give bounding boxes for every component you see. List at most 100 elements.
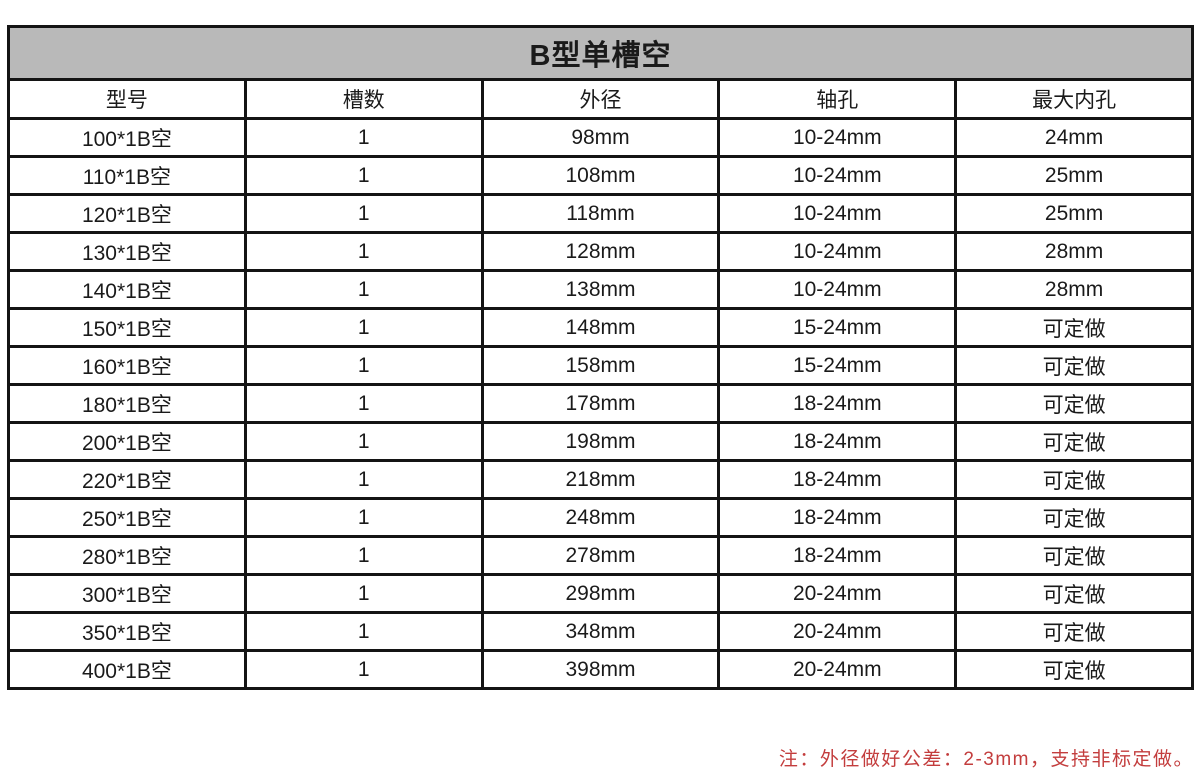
table-row: 160*1B空 1 158mm 15-24mm 可定做 [7,345,1194,386]
table-cell: 可定做 [954,345,1194,386]
table-cell: 18-24mm [717,459,958,500]
table-cell: 98mm [480,117,721,158]
table-row: 120*1B空 1 118mm 10-24mm 25mm [7,193,1194,234]
table-cell: 148mm [480,307,721,348]
table-cell: 18-24mm [717,383,958,424]
table-row: 220*1B空 1 218mm 18-24mm 可定做 [7,459,1194,500]
table-cell: 10-24mm [717,117,958,158]
table-cell: 可定做 [954,421,1194,462]
table-row: 110*1B空 1 108mm 10-24mm 25mm [7,155,1194,196]
table-cell: 可定做 [954,649,1194,690]
column-header-outer-dia: 外径 [480,78,721,120]
table-cell: 160*1B空 [7,345,247,386]
table-cell: 1 [243,117,484,158]
table-cell: 220*1B空 [7,459,247,500]
table-cell: 可定做 [954,611,1194,652]
table-cell: 1 [243,193,484,234]
table-cell: 20-24mm [717,649,958,690]
table-cell: 398mm [480,649,721,690]
table-cell: 218mm [480,459,721,500]
table-cell: 10-24mm [717,193,958,234]
table-cell: 1 [243,345,484,386]
table-row: 180*1B空 1 178mm 18-24mm 可定做 [7,383,1194,424]
table-cell: 200*1B空 [7,421,247,462]
table-row: 150*1B空 1 148mm 15-24mm 可定做 [7,307,1194,348]
column-header-max-bore: 最大内孔 [954,78,1194,120]
table-cell: 180*1B空 [7,383,247,424]
table-cell: 118mm [480,193,721,234]
table-cell: 25mm [954,193,1194,234]
table-cell: 108mm [480,155,721,196]
table-cell: 28mm [954,269,1194,310]
table-cell: 15-24mm [717,307,958,348]
footer-note: 注：外径做好公差：2-3mm，支持非标定做。 [778,749,1194,770]
table-cell: 可定做 [954,383,1194,424]
table-cell: 1 [243,231,484,272]
table-cell: 可定做 [954,307,1194,348]
table-cell: 20-24mm [717,611,958,652]
table-cell: 350*1B空 [7,611,247,652]
table-cell: 280*1B空 [7,535,247,576]
table-cell: 1 [243,573,484,614]
table-row: 100*1B空 1 98mm 10-24mm 24mm [7,117,1194,158]
table-cell: 130*1B空 [7,231,247,272]
table-cell: 138mm [480,269,721,310]
table-title: B型单槽空 [7,25,1194,81]
table-cell: 300*1B空 [7,573,247,614]
table-cell: 25mm [954,155,1194,196]
table-cell: 150*1B空 [7,307,247,348]
table-cell: 178mm [480,383,721,424]
column-header-shaft-hole: 轴孔 [717,78,958,120]
table-row: 250*1B空 1 248mm 18-24mm 可定做 [7,497,1194,538]
table-row: 130*1B空 1 128mm 10-24mm 28mm [7,231,1194,272]
table-cell: 158mm [480,345,721,386]
header-row: 型号 槽数 外径 轴孔 最大内孔 [7,78,1194,120]
table-row: 300*1B空 1 298mm 20-24mm 可定做 [7,573,1194,614]
column-header-model: 型号 [7,78,247,120]
table-cell: 198mm [480,421,721,462]
table-cell: 10-24mm [717,269,958,310]
table-cell: 24mm [954,117,1194,158]
table-cell: 28mm [954,231,1194,272]
table-cell: 15-24mm [717,345,958,386]
table-cell: 348mm [480,611,721,652]
table-cell: 1 [243,649,484,690]
table-cell: 1 [243,155,484,196]
title-row: B型单槽空 [7,25,1194,81]
table-cell: 128mm [480,231,721,272]
table-cell: 18-24mm [717,421,958,462]
table-cell: 1 [243,307,484,348]
table-cell: 400*1B空 [7,649,247,690]
table-cell: 1 [243,383,484,424]
table-row: 140*1B空 1 138mm 10-24mm 28mm [7,269,1194,310]
table-cell: 1 [243,497,484,538]
table-cell: 278mm [480,535,721,576]
table-cell: 10-24mm [717,155,958,196]
table-cell: 可定做 [954,573,1194,614]
table-row: 400*1B空 1 398mm 20-24mm 可定做 [7,649,1194,690]
table-row: 200*1B空 1 198mm 18-24mm 可定做 [7,421,1194,462]
table-cell: 1 [243,535,484,576]
table-cell: 可定做 [954,459,1194,500]
table-row: 350*1B空 1 348mm 20-24mm 可定做 [7,611,1194,652]
table-cell: 100*1B空 [7,117,247,158]
table-cell: 110*1B空 [7,155,247,196]
table-cell: 可定做 [954,535,1194,576]
column-header-grooves: 槽数 [243,78,484,120]
spec-table: B型单槽空 型号 槽数 外径 轴孔 最大内孔 100*1B空 1 98mm 10-24… [7,25,1194,690]
table-cell: 120*1B空 [7,193,247,234]
table-cell: 可定做 [954,497,1194,538]
table-cell: 140*1B空 [7,269,247,310]
table-cell: 18-24mm [717,535,958,576]
table-cell: 18-24mm [717,497,958,538]
table-cell: 1 [243,269,484,310]
table-cell: 1 [243,611,484,652]
table-cell: 248mm [480,497,721,538]
table-cell: 20-24mm [717,573,958,614]
table-body: 100*1B空 1 98mm 10-24mm 24mm 110*1B空 1 108mm 10-2… [7,117,1194,690]
table-row: 280*1B空 1 278mm 18-24mm 可定做 [7,535,1194,576]
table-cell: 250*1B空 [7,497,247,538]
table-cell: 298mm [480,573,721,614]
table-cell: 1 [243,459,484,500]
